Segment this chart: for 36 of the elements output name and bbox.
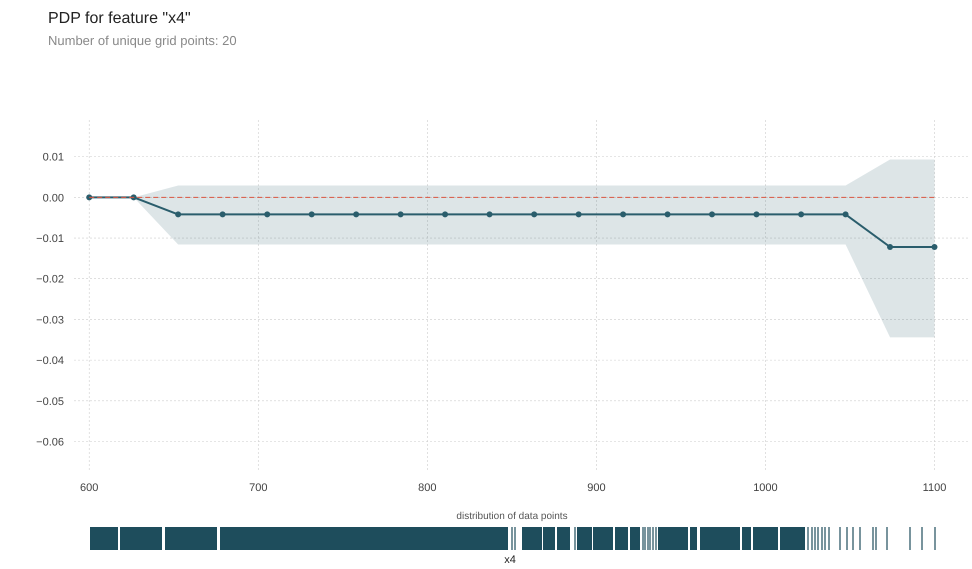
x-tick-label: 900 [587,482,606,494]
y-tick-label: −0.05 [36,396,64,408]
point [664,211,671,218]
text: x4 [504,554,516,566]
y-tick-label: −0.04 [36,355,64,368]
y-tick-label: 0.00 [42,192,64,204]
point [932,244,938,250]
point [353,211,360,218]
x-tick-label: 600 [80,482,98,494]
point [398,211,404,218]
point [620,211,626,218]
x-tick-label: 1100 [922,482,946,494]
point [486,211,493,218]
point [887,244,894,250]
point [308,211,315,218]
y-tick-label: −0.01 [36,233,64,246]
y-tick-label: −0.06 [36,436,64,449]
y-tick-label: −0.02 [36,274,64,286]
chart-title: PDP for feature "x4" [48,10,191,27]
point [175,211,182,218]
x-tick-label: 700 [249,482,268,494]
point [709,211,716,218]
y-tick-label: 0.01 [42,152,64,164]
x-tick-label: 800 [418,482,437,494]
chart-subtitle: Number of unique grid points: 20 [48,33,237,48]
point [220,211,226,218]
y-tick-label: −0.03 [36,314,64,326]
point [264,211,270,218]
point [753,211,760,218]
point [442,211,448,218]
point [576,211,582,218]
point [531,211,538,218]
point [842,211,849,218]
point [798,211,804,218]
text: distribution of data points [456,511,568,522]
x-tick-label: 1000 [753,482,778,494]
